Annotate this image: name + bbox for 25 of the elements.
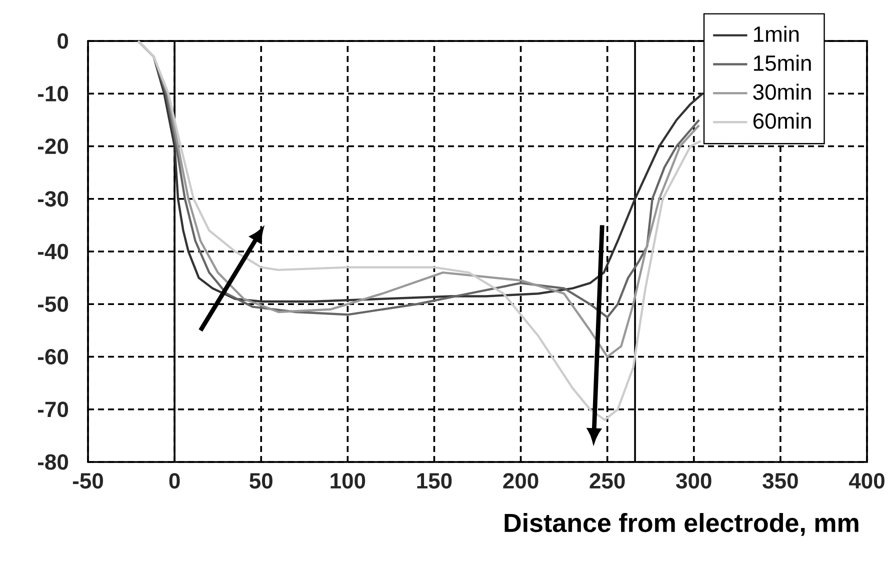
y-tick-label: -80 (38, 454, 68, 470)
y-tick-label: -50 (38, 296, 68, 312)
x-tick-label: 300 (676, 473, 712, 489)
x-tick-label: -50 (72, 473, 103, 489)
x-axis-title: Distance from electrode, mm (504, 513, 858, 536)
y-tick-label: -10 (38, 86, 68, 102)
line-series (137, 40, 702, 422)
y-tick-label: -40 (38, 244, 68, 260)
x-tick-label: 200 (503, 473, 538, 489)
y-tick-label: -30 (38, 191, 68, 207)
legend-label: 60min (753, 112, 811, 129)
y-tick-label: -20 (38, 138, 68, 154)
legend-label: 15min (754, 54, 811, 71)
legend-label: 30min (753, 84, 811, 100)
x-tick-label: 400 (848, 473, 884, 489)
legend-label: 1min (754, 26, 799, 42)
x-tick-label: 50 (250, 473, 272, 489)
y-tick-label: 0 (58, 33, 68, 49)
x-tick-label: 250 (590, 473, 625, 489)
x-tick-label: 150 (417, 473, 452, 489)
y-tick-label: -70 (38, 402, 68, 418)
x-tick-label: 100 (330, 473, 366, 489)
x-tick-label: 0 (169, 473, 180, 489)
y-tick-label: -60 (38, 348, 68, 365)
x-tick-label: 350 (762, 473, 798, 489)
